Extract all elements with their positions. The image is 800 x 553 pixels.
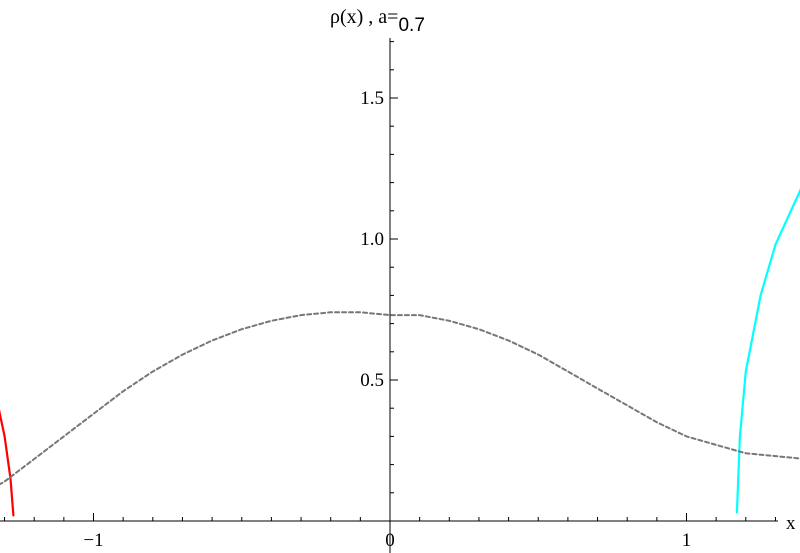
series-cyan-curve (735, 188, 800, 514)
series-dashed-gray-curve (0, 311, 800, 486)
curves-layer (0, 188, 800, 517)
x-axis-label: x (786, 513, 796, 534)
series-red-curve (0, 409, 15, 517)
chart-title-main: ρ(x) , a= (330, 6, 398, 28)
x-tick-label: 0 (385, 530, 395, 551)
y-tick-label: 0.5 (360, 370, 384, 391)
axes-layer: −2−10120.51.01.5 (0, 38, 778, 553)
chart-title: ρ(x) , a=0.7 (330, 6, 425, 36)
y-tick-label: 1.0 (360, 229, 384, 250)
chart-title-value: 0.7 (398, 15, 424, 36)
y-tick-label: 1.5 (360, 88, 384, 109)
x-tick-label: 1 (682, 530, 692, 551)
x-tick-label: −1 (83, 530, 103, 551)
